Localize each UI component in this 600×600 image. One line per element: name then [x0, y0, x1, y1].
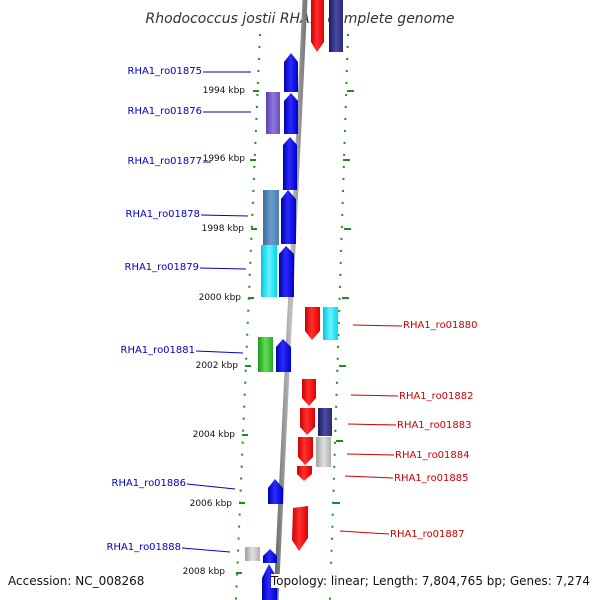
- tick-1994: 1994 kbp: [203, 86, 354, 96]
- tick-1998: 1998 kbp: [202, 224, 351, 234]
- tick-label: 2002 kbp: [196, 361, 239, 371]
- gene-arrow-ro01883[interactable]: [300, 408, 315, 435]
- tick-label: 1996 kbp: [203, 154, 246, 164]
- gene-block-ro01876[interactable]: [266, 92, 280, 134]
- leader-line: [352, 324, 403, 327]
- topology-text: Topology: linear; Length: 7,804,765 bp; …: [270, 574, 590, 588]
- leader-line: [200, 214, 249, 217]
- gene-arrow-ro01878[interactable]: [281, 190, 296, 244]
- gene-block-ro01878[interactable]: [263, 190, 279, 245]
- leader-line: [181, 547, 231, 553]
- tick-2000: 2000 kbp: [199, 293, 349, 303]
- gene-label-ro01885[interactable]: RHA1_ro01885: [394, 473, 469, 484]
- accession-text: Accession: NC_008268: [8, 574, 145, 588]
- gene-block-ro01884[interactable]: [316, 437, 331, 467]
- gene-arrow-ro01886[interactable]: [268, 479, 283, 504]
- gene-arrow-ro01888[interactable]: [263, 549, 277, 563]
- tick-2008: 2008 kbp: [183, 567, 242, 577]
- tick-label: 1998 kbp: [202, 224, 245, 234]
- gene-block-ro01879[interactable]: [261, 245, 277, 297]
- gene-label-ro01880[interactable]: RHA1_ro01880: [403, 320, 478, 331]
- tick-label: 2008 kbp: [183, 567, 226, 577]
- gene-arrow-ro01875[interactable]: [284, 53, 298, 92]
- gene-label-ro01881[interactable]: RHA1_ro01881: [121, 345, 196, 356]
- tick-2004: 2004 kbp: [193, 430, 343, 442]
- tick-label: 2006 kbp: [190, 499, 233, 509]
- gene-label-ro01887[interactable]: RHA1_ro01887: [390, 529, 465, 540]
- gene-label-ro01878[interactable]: RHA1_ro01878: [126, 209, 201, 220]
- gene-arrow-reverse-partial[interactable]: [311, 0, 324, 52]
- scale: 1994 kbp 1996 kbp 1998 kbp 2000 kbp 2002: [183, 86, 354, 577]
- gene-block-ro01883[interactable]: [318, 408, 332, 436]
- map-title: Rhodococcus jostii RHA1, complete genome: [145, 11, 454, 27]
- gene-arrow-partial-bottom[interactable]: [262, 564, 277, 600]
- gene-label-ro01876[interactable]: RHA1_ro01876: [128, 106, 203, 117]
- gene-block-ro01888[interactable]: [245, 547, 260, 561]
- left-gene-labels: RHA1_ro01875 RHA1_ro01876 RHA1_ro01877 R…: [107, 66, 251, 553]
- gene-label-ro01888[interactable]: RHA1_ro01888: [107, 542, 182, 553]
- leader-line: [186, 483, 236, 490]
- right-gene-labels: RHA1_ro01880 RHA1_ro01882 RHA1_ro01883 R…: [339, 320, 478, 540]
- gene-label-ro01882[interactable]: RHA1_ro01882: [399, 391, 474, 402]
- gene-label-ro01877[interactable]: RHA1_ro01877: [128, 156, 203, 167]
- gene-arrow-ro01880[interactable]: [305, 307, 320, 340]
- gene-label-ro01875[interactable]: RHA1_ro01875: [128, 66, 203, 77]
- gene-arrow-ro01885[interactable]: [297, 466, 312, 481]
- leader-line: [344, 475, 394, 479]
- leader-line: [195, 350, 244, 354]
- gene-label-ro01879[interactable]: RHA1_ro01879: [125, 262, 200, 273]
- gene-arrow-ro01879[interactable]: [279, 246, 294, 297]
- leader-line: [350, 394, 399, 397]
- gene-arrow-ro01882[interactable]: [302, 379, 316, 406]
- tick-label: 1994 kbp: [203, 86, 246, 96]
- gene-arrow-ro01877[interactable]: [283, 137, 297, 190]
- gene-arrow-ro01887[interactable]: [292, 506, 308, 551]
- leader-line: [339, 530, 390, 535]
- leader-line: [199, 267, 247, 270]
- gene-arrow-ro01876[interactable]: [284, 93, 298, 134]
- gene-label-ro01886[interactable]: RHA1_ro01886: [112, 478, 187, 489]
- tick-2006: 2006 kbp: [190, 499, 340, 509]
- gene-block-ro01880[interactable]: [323, 307, 338, 340]
- gene-label-ro01884[interactable]: RHA1_ro01884: [395, 450, 470, 461]
- leader-line: [347, 423, 397, 426]
- tick-label: 2004 kbp: [193, 430, 236, 440]
- gene-arrow-ro01884[interactable]: [298, 437, 313, 465]
- gene-block-partial[interactable]: [329, 0, 343, 52]
- gene-arrow-ro01881[interactable]: [276, 339, 291, 372]
- gene-block-ro01881[interactable]: [258, 337, 273, 372]
- tick-2002: 2002 kbp: [196, 361, 346, 371]
- tick-1996: 1996 kbp: [203, 154, 350, 164]
- leader-line: [346, 453, 395, 456]
- gene-label-ro01883[interactable]: RHA1_ro01883: [397, 420, 472, 431]
- tick-label: 2000 kbp: [199, 293, 242, 303]
- left-dotted-guide: [235, 33, 261, 600]
